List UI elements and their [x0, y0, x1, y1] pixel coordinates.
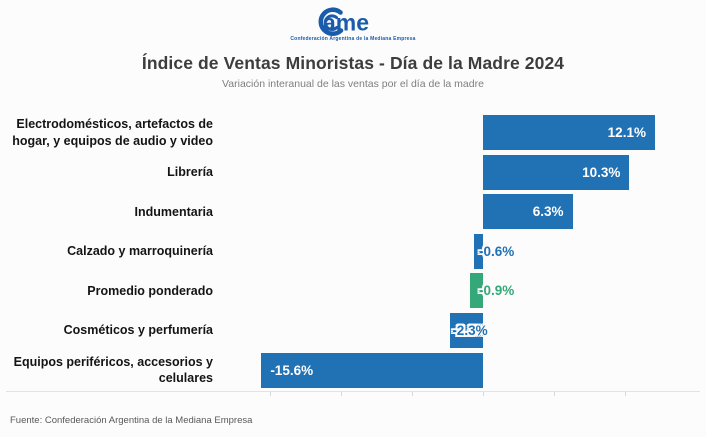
chart-title: Índice de Ventas Minoristas - Día de la …: [141, 53, 565, 73]
category-label: Calzado y marroquinería: [67, 244, 213, 259]
came-logo-tagline: Confederación Argentina de la Mediana Em…: [290, 36, 416, 42]
value-label: -15.6%: [270, 362, 314, 378]
came-logo-mark: ame: [314, 4, 392, 38]
category-label: Librería: [167, 164, 213, 179]
x-axis-tick: [269, 392, 271, 396]
value-label: -0.9%: [479, 283, 515, 299]
x-axis-tick: [625, 392, 627, 396]
category-label: Electrodomésticos, artefactos de hogar, …: [12, 117, 213, 148]
came-logo-text: ame: [323, 10, 369, 36]
bar-segment: [483, 154, 630, 190]
value-label: -2.3%: [452, 323, 488, 338]
bar-segment: [470, 273, 483, 309]
x-axis-tick: [483, 392, 484, 396]
category-label: Indumentaria: [134, 204, 214, 219]
source-note: Fuente: Confederación Argentina de la Me…: [10, 415, 253, 426]
x-axis-line: [6, 391, 700, 392]
x-axis-tick: [340, 392, 342, 396]
bar-segment: [450, 313, 483, 348]
bar-segment: [483, 194, 573, 230]
chart-subtitle: Variación interanual de las ventas por e…: [222, 78, 484, 90]
category-label: Promedio ponderado: [87, 283, 213, 298]
came-logo: ame Confederación Argentina de la Median…: [0, 4, 706, 44]
bar-segment: [483, 115, 655, 150]
category-label: Cosméticos y perfumería: [63, 323, 213, 338]
value-label: -0.6%: [479, 243, 515, 259]
value-label: 6.3%: [532, 204, 564, 220]
bar-segment: [474, 233, 483, 269]
value-label: 10.3%: [582, 164, 621, 180]
came-c-rings-icon: ame: [318, 7, 369, 36]
bar-segment: [261, 352, 483, 388]
header: ame Confederación Argentina de la Median…: [0, 0, 706, 90]
category-label: Equipos periféricos, accesorios y celula…: [13, 354, 213, 386]
x-axis-tick: [554, 392, 556, 396]
value-label: 12.1%: [607, 125, 646, 140]
x-axis-tick: [411, 392, 413, 396]
